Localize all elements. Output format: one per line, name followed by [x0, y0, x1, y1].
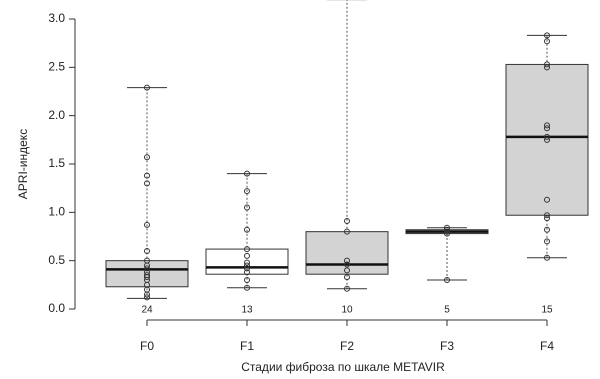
point	[344, 267, 350, 274]
count-label: 5	[444, 305, 450, 316]
point	[144, 291, 150, 298]
point	[544, 196, 550, 203]
point	[244, 265, 250, 272]
point	[544, 215, 550, 222]
point	[144, 172, 150, 179]
point	[144, 262, 150, 269]
point	[244, 246, 250, 253]
point	[344, 228, 350, 235]
point	[244, 277, 250, 283]
point	[544, 122, 550, 129]
point	[544, 32, 550, 39]
y-tick-label: 2.5	[48, 60, 65, 74]
x-tick-label: F2	[340, 339, 354, 353]
count-label: 10	[341, 305, 353, 316]
count-label: 15	[541, 305, 553, 316]
point	[444, 224, 450, 231]
point	[544, 38, 550, 45]
point	[244, 284, 250, 291]
point	[544, 133, 550, 140]
point	[544, 212, 550, 219]
point	[344, 261, 350, 268]
point	[344, 274, 350, 281]
y-tick-label: 1.0	[48, 205, 65, 219]
point	[244, 204, 250, 211]
point	[344, 218, 350, 225]
point	[144, 265, 150, 272]
point	[244, 252, 250, 259]
point	[544, 226, 550, 233]
point	[244, 262, 250, 269]
point	[544, 238, 550, 245]
point	[544, 254, 550, 261]
point	[144, 294, 150, 301]
point	[144, 84, 150, 91]
count-label: 13	[241, 305, 253, 316]
count-label: 24	[141, 305, 153, 316]
point	[244, 259, 250, 266]
point	[144, 248, 150, 254]
point	[244, 226, 250, 233]
y-axis-label: APRI-индекс	[16, 129, 30, 199]
point	[444, 228, 450, 235]
y-tick-label: 0.0	[48, 301, 65, 315]
point	[144, 180, 150, 187]
point	[544, 64, 550, 71]
point	[244, 188, 250, 195]
point	[144, 221, 150, 228]
point	[144, 154, 150, 161]
y-tick-label: 1.5	[48, 156, 65, 170]
x-axis-label: Стадии фиброза по шкале METAVIR	[241, 360, 445, 374]
point	[344, 285, 350, 292]
point	[444, 230, 450, 237]
point	[444, 277, 450, 283]
x-tick-label: F4	[540, 339, 554, 353]
point	[544, 125, 550, 132]
point	[144, 274, 150, 281]
x-tick-label: F3	[440, 339, 454, 353]
point	[344, 257, 350, 264]
point	[244, 269, 250, 276]
point	[544, 136, 550, 143]
y-tick-label: 3.0	[48, 11, 65, 25]
point	[244, 170, 250, 177]
point	[544, 61, 550, 68]
y-tick-label: 2.0	[48, 108, 65, 122]
x-tick-label: F0	[140, 339, 154, 353]
x-tick-label: F1	[240, 339, 254, 353]
y-tick-label: 0.5	[48, 253, 65, 267]
point	[444, 226, 450, 233]
